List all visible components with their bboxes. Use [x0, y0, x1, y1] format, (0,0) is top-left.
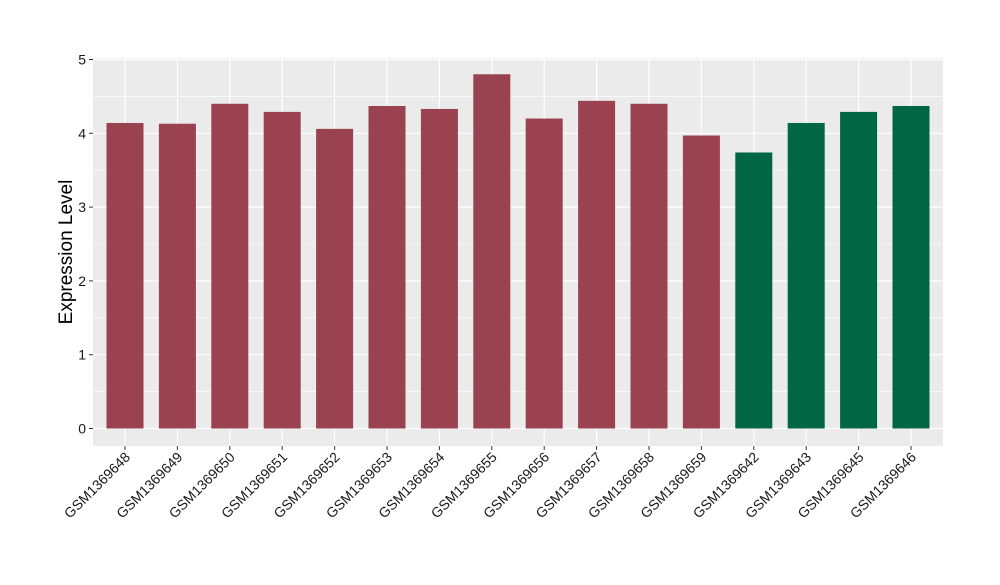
y-tick-label: 3 — [78, 199, 86, 215]
bar-GSM1369649 — [158, 123, 196, 429]
bar-GSM1369646 — [892, 105, 930, 429]
y-tick-label: 0 — [78, 421, 86, 437]
bar-GSM1369652 — [316, 128, 354, 429]
bar-GSM1369651 — [263, 111, 301, 429]
y-tick-label: 4 — [78, 125, 86, 141]
bars — [106, 74, 930, 429]
bar-GSM1369659 — [682, 135, 720, 429]
y-tick-label: 2 — [78, 273, 86, 289]
bar-GSM1369655 — [473, 74, 511, 429]
bar-GSM1369654 — [420, 108, 458, 429]
bar-GSM1369642 — [735, 152, 773, 429]
bar-GSM1369645 — [840, 111, 878, 429]
x-axis: GSM1369648GSM1369649GSM1369650GSM1369651… — [61, 446, 919, 521]
y-axis: 0 1 2 3 4 5 — [78, 52, 93, 437]
bar-GSM1369643 — [787, 122, 825, 429]
bar-GSM1369657 — [578, 100, 616, 429]
y-tick-label: 5 — [78, 52, 86, 68]
bar-GSM1369653 — [368, 105, 406, 429]
bar-GSM1369658 — [630, 103, 668, 429]
y-axis-title: Expression Level — [56, 180, 77, 325]
bar-GSM1369656 — [525, 118, 563, 429]
bar-GSM1369650 — [211, 103, 249, 429]
bar-GSM1369648 — [106, 122, 144, 429]
y-tick-label: 1 — [78, 347, 86, 363]
